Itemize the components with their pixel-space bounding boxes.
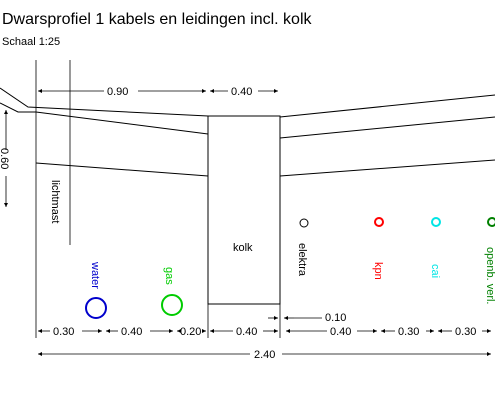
kolk-label: kolk bbox=[233, 242, 253, 254]
dim-top-0: 0.90 bbox=[107, 86, 128, 98]
dim-depth: 0.60 bbox=[0, 148, 10, 169]
water-cable-circle-icon bbox=[85, 297, 107, 319]
water-label: water bbox=[89, 261, 101, 289]
openb-cable-circle-icon bbox=[487, 217, 495, 227]
dim-total: 2.40 bbox=[254, 349, 275, 361]
cai-cable: cai bbox=[429, 217, 441, 278]
lichtmast-label: lichtmast bbox=[49, 180, 61, 223]
dim-top-1: 0.40 bbox=[231, 86, 252, 98]
cai-label: cai bbox=[429, 264, 441, 278]
elektra-label: elektra bbox=[296, 243, 308, 277]
kpn-cable: kpn bbox=[372, 217, 384, 280]
drawing-title: Dwarsprofiel 1 kabels en leidingen incl.… bbox=[2, 11, 312, 28]
openb-label: openb. verl. bbox=[484, 247, 495, 304]
road-layers bbox=[0, 87, 495, 177]
reference-lines bbox=[35, 60, 281, 338]
kolk-box bbox=[207, 115, 281, 305]
openb-cable: openb. verl. bbox=[484, 217, 495, 304]
scale-label: Schaal 1:25 bbox=[2, 36, 60, 48]
cai-cable-circle-icon bbox=[431, 217, 441, 227]
gas-pipe: gas bbox=[161, 267, 183, 316]
dim-bottom-4: 0.40 bbox=[330, 326, 351, 338]
gas-cable-circle-icon bbox=[161, 294, 183, 316]
elektra-cable: elektra bbox=[296, 218, 309, 277]
dim-bottom-3: 0.40 bbox=[236, 326, 257, 338]
dim-bottom-2: 0.20 bbox=[180, 326, 201, 338]
kpn-cable-circle-icon bbox=[374, 217, 384, 227]
elektra-cable-circle-icon bbox=[299, 218, 309, 228]
gas-label: gas bbox=[163, 267, 175, 285]
dim-bottom-1: 0.40 bbox=[121, 326, 142, 338]
kpn-label: kpn bbox=[372, 262, 384, 280]
dim-bottom-5: 0.30 bbox=[398, 326, 419, 338]
dim-small: 0.10 bbox=[325, 312, 346, 324]
dim-bottom-6: 0.30 bbox=[455, 326, 476, 338]
water-pipe: water bbox=[85, 261, 107, 319]
dim-bottom-0: 0.30 bbox=[53, 326, 74, 338]
